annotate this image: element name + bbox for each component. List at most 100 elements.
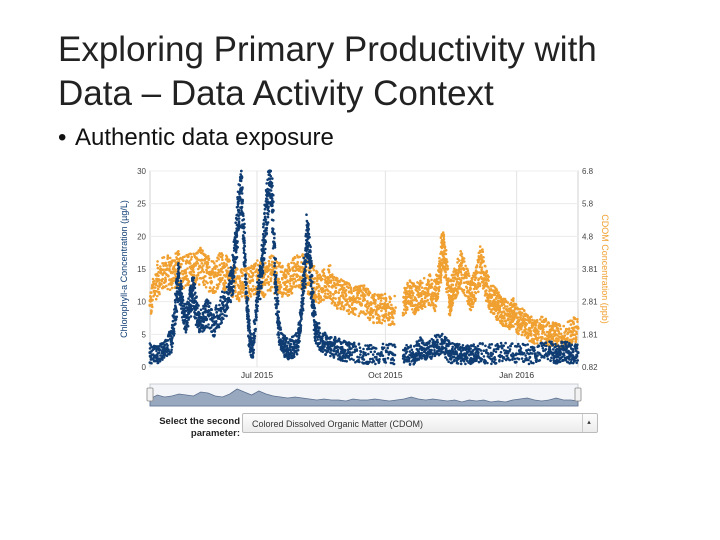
chlorophyll-point — [236, 240, 239, 243]
chlorophyll-point — [313, 306, 317, 310]
cdom-point — [387, 318, 391, 322]
chlorophyll-point — [175, 310, 179, 313]
cdom-point — [487, 286, 490, 289]
cdom-point — [319, 287, 323, 291]
cdom-point — [362, 297, 366, 301]
cdom-point — [475, 271, 479, 275]
chlorophyll-point — [189, 284, 193, 288]
chlorophyll-point — [283, 335, 287, 338]
chlorophyll-point — [304, 282, 307, 286]
cdom-point — [166, 287, 169, 291]
cdom-point — [467, 274, 471, 278]
chlorophyll-point — [313, 337, 317, 340]
chlorophyll-point — [315, 328, 318, 332]
chlorophyll-point — [150, 361, 153, 365]
chlorophyll-point — [221, 312, 224, 316]
cdom-point — [475, 265, 479, 269]
chlorophyll-point — [166, 339, 170, 342]
chlorophyll-point — [255, 307, 259, 311]
chlorophyll-point — [202, 307, 205, 310]
cdom-point — [187, 280, 191, 283]
cdom-point — [442, 235, 446, 239]
cdom-point — [213, 262, 216, 265]
cdom-point — [182, 286, 186, 290]
cdom-point — [341, 301, 344, 304]
cdom-point — [149, 294, 152, 298]
chlorophyll-point — [348, 345, 351, 349]
cdom-point — [535, 318, 539, 322]
cdom-point — [450, 287, 455, 291]
chlorophyll-point — [222, 305, 225, 309]
cdom-point — [158, 292, 161, 296]
cdom-point — [281, 264, 284, 268]
cdom-point — [521, 307, 524, 311]
cdom-point — [283, 283, 287, 287]
cdom-point — [429, 295, 433, 299]
chlorophyll-point — [378, 358, 381, 361]
chlorophyll-point — [236, 205, 240, 208]
chlorophyll-point — [276, 299, 280, 303]
chlorophyll-point — [302, 292, 305, 295]
cdom-point — [214, 290, 217, 293]
cdom-point — [218, 277, 222, 280]
cdom-point — [521, 330, 524, 334]
cdom-point — [254, 262, 258, 265]
cdom-point — [181, 272, 185, 276]
chlorophyll-point — [237, 228, 240, 232]
cdom-point — [238, 275, 241, 278]
chlorophyll-point — [367, 352, 370, 356]
cdom-point — [482, 255, 485, 259]
chlorophyll-point — [219, 299, 222, 302]
cdom-point — [200, 266, 204, 269]
cdom-point — [440, 244, 445, 248]
cdom-point — [212, 286, 216, 289]
cdom-point — [502, 300, 506, 304]
cdom-point — [445, 258, 448, 261]
cdom-point — [512, 310, 516, 314]
cdom-point — [363, 294, 367, 297]
cdom-point — [411, 308, 414, 311]
chlorophyll-point — [271, 201, 275, 204]
cdom-point — [154, 283, 158, 287]
chlorophyll-point — [189, 315, 193, 318]
cdom-point — [472, 287, 476, 291]
cdom-point — [378, 315, 381, 318]
cdom-point — [455, 295, 458, 298]
chlorophyll-point — [235, 227, 238, 230]
chlorophyll-point — [243, 226, 246, 229]
chlorophyll-point — [264, 215, 267, 219]
chlorophyll-point — [265, 233, 268, 236]
cdom-point — [485, 270, 489, 274]
chlorophyll-point — [358, 356, 361, 359]
cdom-point — [554, 329, 557, 333]
chlorophyll-point — [359, 353, 362, 356]
cdom-point — [279, 285, 283, 289]
cdom-point — [365, 289, 368, 293]
cdom-point — [249, 295, 253, 298]
chlorophyll-point — [350, 357, 353, 361]
cdom-point — [483, 264, 487, 268]
chlorophyll-point — [245, 302, 249, 305]
chlorophyll-point — [219, 310, 223, 313]
cdom-point — [184, 268, 187, 272]
cdom-point — [279, 283, 282, 287]
cdom-point — [531, 318, 534, 322]
chlorophyll-point — [285, 352, 288, 356]
cdom-point — [376, 307, 380, 311]
right-tick-label: 5.8 — [582, 200, 594, 209]
cdom-point — [423, 305, 427, 309]
cdom-point — [487, 275, 491, 279]
cdom-point — [204, 275, 207, 278]
chlorophyll-point — [277, 333, 281, 337]
chlorophyll-point — [304, 265, 308, 268]
cdom-point — [418, 288, 421, 291]
cdom-point — [266, 289, 270, 292]
cdom-point — [206, 261, 210, 264]
chlorophyll-point — [187, 297, 190, 300]
cdom-point — [382, 297, 386, 300]
cdom-point — [221, 258, 224, 262]
chlorophyll-point — [301, 282, 305, 286]
chlorophyll-point — [261, 264, 265, 267]
chlorophyll-point — [196, 306, 199, 310]
chlorophyll-point — [299, 324, 303, 327]
